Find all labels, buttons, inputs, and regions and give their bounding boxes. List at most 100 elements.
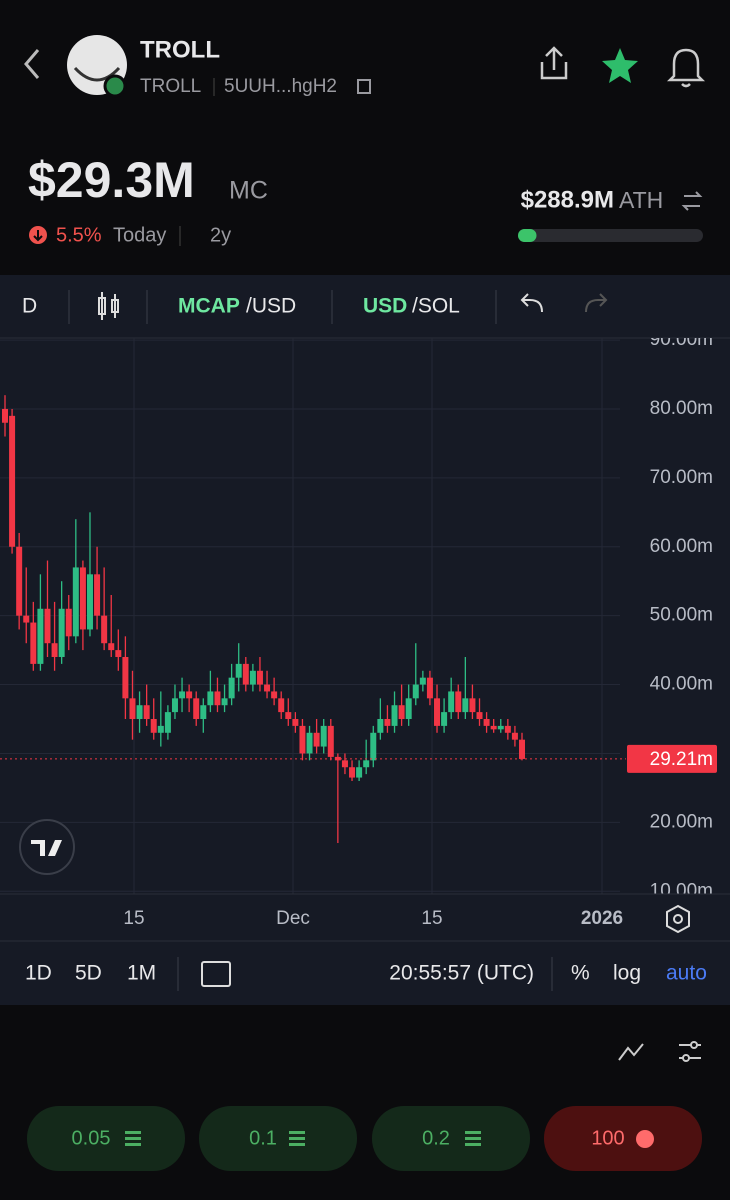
candle-body	[200, 705, 207, 720]
candle-body	[51, 643, 58, 657]
copy-icon[interactable]	[357, 79, 371, 94]
button-label: 0.05	[72, 1127, 111, 1149]
candle-body	[377, 719, 384, 733]
range[interactable]: 1D	[25, 962, 52, 985]
candle-body	[115, 650, 122, 657]
candle-body	[193, 698, 200, 720]
x-tick-label: 15	[123, 908, 144, 929]
candle-body	[129, 698, 136, 720]
candle-body	[441, 712, 448, 726]
candle-body	[363, 760, 370, 768]
ath-value: $288.9M	[521, 186, 614, 213]
usd-quote[interactable]: /SOL	[412, 295, 460, 318]
candle-body	[419, 677, 426, 685]
back-button[interactable]	[24, 49, 40, 79]
buy-button[interactable]	[372, 1106, 530, 1171]
y-tick-label: 60.00m	[650, 536, 713, 557]
candle-body	[214, 691, 221, 706]
range[interactable]: 1M	[127, 962, 156, 985]
candle-body	[334, 756, 341, 761]
candle-body	[150, 719, 157, 733]
candle-body	[370, 732, 377, 761]
candle-body	[306, 732, 313, 754]
candle-body	[278, 698, 285, 713]
percent-toggle[interactable]: %	[571, 962, 590, 985]
bell-icon[interactable]	[666, 48, 706, 88]
y-tick-label: 10.00m	[650, 880, 713, 901]
candle-body	[285, 712, 292, 720]
candle-body	[94, 574, 101, 616]
candle-body	[221, 698, 228, 706]
candle-body	[504, 725, 511, 733]
button-label: 0.1	[249, 1127, 277, 1149]
candle-body	[313, 732, 320, 747]
candle-body	[462, 698, 469, 713]
candle-body	[398, 705, 405, 720]
log-toggle[interactable]: log	[613, 962, 641, 985]
candle-body	[448, 691, 455, 713]
mcap-toggle[interactable]: MCAP	[178, 295, 240, 318]
buy-button[interactable]	[27, 1106, 185, 1171]
candle-body	[101, 615, 108, 644]
range[interactable]: 5D	[75, 962, 102, 985]
button-label: 0.2	[422, 1127, 450, 1149]
ath-progress	[518, 229, 537, 242]
token-ticker: TROLL	[140, 76, 201, 97]
candle-body	[58, 608, 65, 657]
favorite-icon[interactable]	[602, 48, 638, 83]
down-arrow	[33, 230, 43, 242]
redo[interactable]	[585, 293, 608, 313]
tv-mark	[31, 840, 62, 856]
filter-icon[interactable]	[679, 1041, 701, 1062]
last-price-tag	[627, 744, 717, 773]
candle-body	[292, 719, 299, 726]
candle-body	[271, 691, 278, 699]
token-address[interactable]: 5UUH...hgH2	[224, 76, 337, 97]
candle-icon[interactable]	[98, 292, 119, 320]
candle-body	[327, 725, 334, 757]
chart-panel	[0, 275, 730, 1005]
share-icon[interactable]	[540, 46, 568, 80]
usd-toggle[interactable]: USD	[363, 295, 407, 318]
candle-body	[264, 684, 271, 692]
candle-body	[179, 691, 186, 699]
x-tick-label: 15	[421, 908, 442, 929]
calendar-icon[interactable]	[201, 961, 231, 987]
interval[interactable]: D	[22, 295, 37, 318]
badge	[103, 74, 127, 98]
change-period: Today	[113, 224, 166, 246]
candle-body	[171, 698, 178, 713]
y-tick-label: 50.00m	[650, 605, 713, 626]
candle-body	[86, 574, 93, 630]
y-tick-label: 90.00m	[650, 329, 713, 350]
candle-body	[299, 725, 306, 754]
line-icon[interactable]	[618, 1043, 644, 1061]
sell-button[interactable]	[544, 1106, 702, 1171]
settings-icon[interactable]	[666, 904, 690, 934]
swap-icon[interactable]	[681, 191, 703, 211]
mcap-quote[interactable]: /USD	[246, 295, 296, 318]
buy-button[interactable]	[199, 1106, 357, 1171]
candle-body	[79, 567, 86, 630]
undo[interactable]	[520, 293, 543, 313]
candle-body	[122, 656, 129, 699]
candle-body	[143, 705, 150, 720]
candle-body	[9, 415, 16, 547]
age: 2y	[210, 224, 231, 246]
avatar-face	[73, 66, 121, 82]
candle-body	[44, 608, 51, 644]
candle-body	[157, 725, 164, 733]
candle-body	[426, 677, 433, 699]
sol-icons	[125, 1131, 481, 1146]
token-name: TROLL	[140, 36, 220, 63]
candle-body	[37, 608, 44, 664]
market-cap-unit: MC	[229, 177, 268, 205]
candle-body	[519, 739, 525, 759]
candle-body	[490, 725, 497, 730]
candle-body	[23, 615, 30, 623]
auto-toggle[interactable]: auto	[666, 962, 707, 985]
plot: 10.00m20.00m30.00m40.00m50.00m60.00m70.0…	[0, 329, 713, 901]
tv-logo[interactable]	[19, 819, 75, 875]
candle-body	[242, 663, 249, 685]
candle-body	[164, 712, 171, 733]
